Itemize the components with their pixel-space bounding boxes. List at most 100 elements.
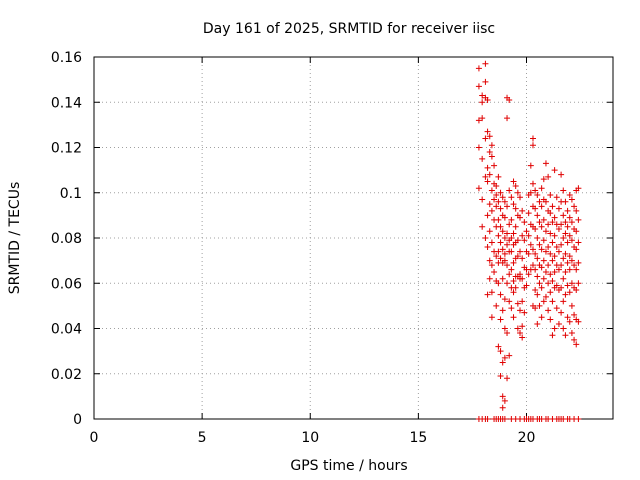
data-point [499, 194, 506, 201]
data-point [495, 173, 502, 180]
data-point [553, 305, 560, 312]
y-axis-label: SRMTID / TECUs [7, 182, 23, 295]
data-point [519, 275, 526, 282]
data-point [534, 273, 541, 280]
data-point [545, 262, 552, 269]
data-point [508, 305, 515, 312]
data-point [527, 189, 534, 196]
data-point [495, 248, 502, 255]
data-point [510, 259, 517, 266]
data-point [499, 228, 506, 235]
data-point [495, 216, 502, 223]
x-tick-label: 10 [301, 430, 319, 446]
data-point [484, 128, 491, 135]
data-point [566, 266, 573, 273]
data-point [538, 223, 545, 230]
data-point [560, 212, 567, 219]
data-point [542, 268, 549, 275]
data-point [566, 192, 573, 199]
data-point [482, 60, 489, 67]
data-point [534, 235, 541, 241]
data-point [573, 228, 580, 235]
data-point [519, 334, 526, 341]
x-axis-label: GPS time / hours [290, 458, 407, 474]
data-point [568, 196, 575, 203]
data-point [542, 228, 549, 235]
x-tick-label: 20 [518, 430, 536, 446]
data-point [479, 223, 486, 230]
x-tick-label: 5 [198, 430, 207, 446]
data-point [558, 284, 565, 291]
data-point [525, 271, 532, 278]
y-tick-label: 0.12 [51, 141, 82, 157]
data-point [497, 223, 504, 230]
data-point [560, 275, 567, 282]
data-point [497, 189, 504, 196]
data-point [517, 330, 524, 337]
data-point [482, 78, 489, 85]
data-point [540, 275, 547, 282]
data-point [486, 201, 493, 208]
axis-ticks [93, 56, 613, 420]
data-point [564, 239, 571, 246]
data-point [488, 239, 495, 246]
data-point [495, 343, 502, 350]
data-point [497, 205, 504, 212]
data-point [499, 393, 506, 400]
data-point [484, 212, 491, 219]
data-point [486, 149, 493, 156]
data-point [547, 271, 554, 278]
data-point [532, 225, 539, 232]
data-point [560, 298, 567, 305]
data-point [573, 287, 580, 294]
y-tick-label: 0.14 [51, 95, 82, 111]
data-point [484, 416, 491, 422]
data-point [538, 264, 545, 271]
data-point [497, 255, 504, 262]
data-point [523, 282, 530, 289]
data-point [486, 171, 493, 178]
data-point [549, 332, 556, 339]
data-point [484, 96, 491, 103]
data-point [501, 354, 508, 361]
data-point [547, 289, 554, 296]
data-point [545, 244, 552, 251]
data-point [495, 280, 502, 287]
data-point [488, 314, 495, 321]
chart-title: Day 161 of 2025, SRMTID for receiver iis… [203, 21, 495, 37]
data-point [542, 198, 549, 205]
data-point [475, 144, 482, 151]
data-point [510, 314, 517, 321]
y-tick-label: 0.04 [51, 322, 82, 338]
data-point [575, 280, 582, 287]
data-point [501, 325, 508, 332]
data-point [517, 307, 524, 314]
data-point [508, 216, 515, 223]
data-points [475, 60, 582, 422]
data-point [538, 314, 545, 321]
data-point [486, 275, 493, 282]
data-point [547, 250, 554, 257]
data-point [475, 83, 482, 90]
data-point [540, 298, 547, 305]
data-point [482, 135, 489, 142]
data-point [562, 291, 569, 298]
data-point [529, 262, 536, 269]
y-tick-label: 0 [73, 412, 82, 428]
y-tick-label: 0.06 [51, 276, 82, 292]
data-point [536, 219, 543, 226]
data-point [529, 180, 536, 187]
data-point [501, 397, 508, 404]
data-point [555, 320, 562, 327]
data-point [484, 291, 491, 298]
data-point [571, 262, 578, 269]
data-point [566, 318, 573, 325]
data-point [514, 237, 521, 244]
data-point [491, 268, 498, 275]
data-point [508, 248, 515, 255]
data-point [510, 230, 517, 237]
data-point [549, 277, 556, 284]
data-point [519, 232, 526, 239]
data-point [568, 257, 575, 264]
data-point [547, 192, 554, 199]
